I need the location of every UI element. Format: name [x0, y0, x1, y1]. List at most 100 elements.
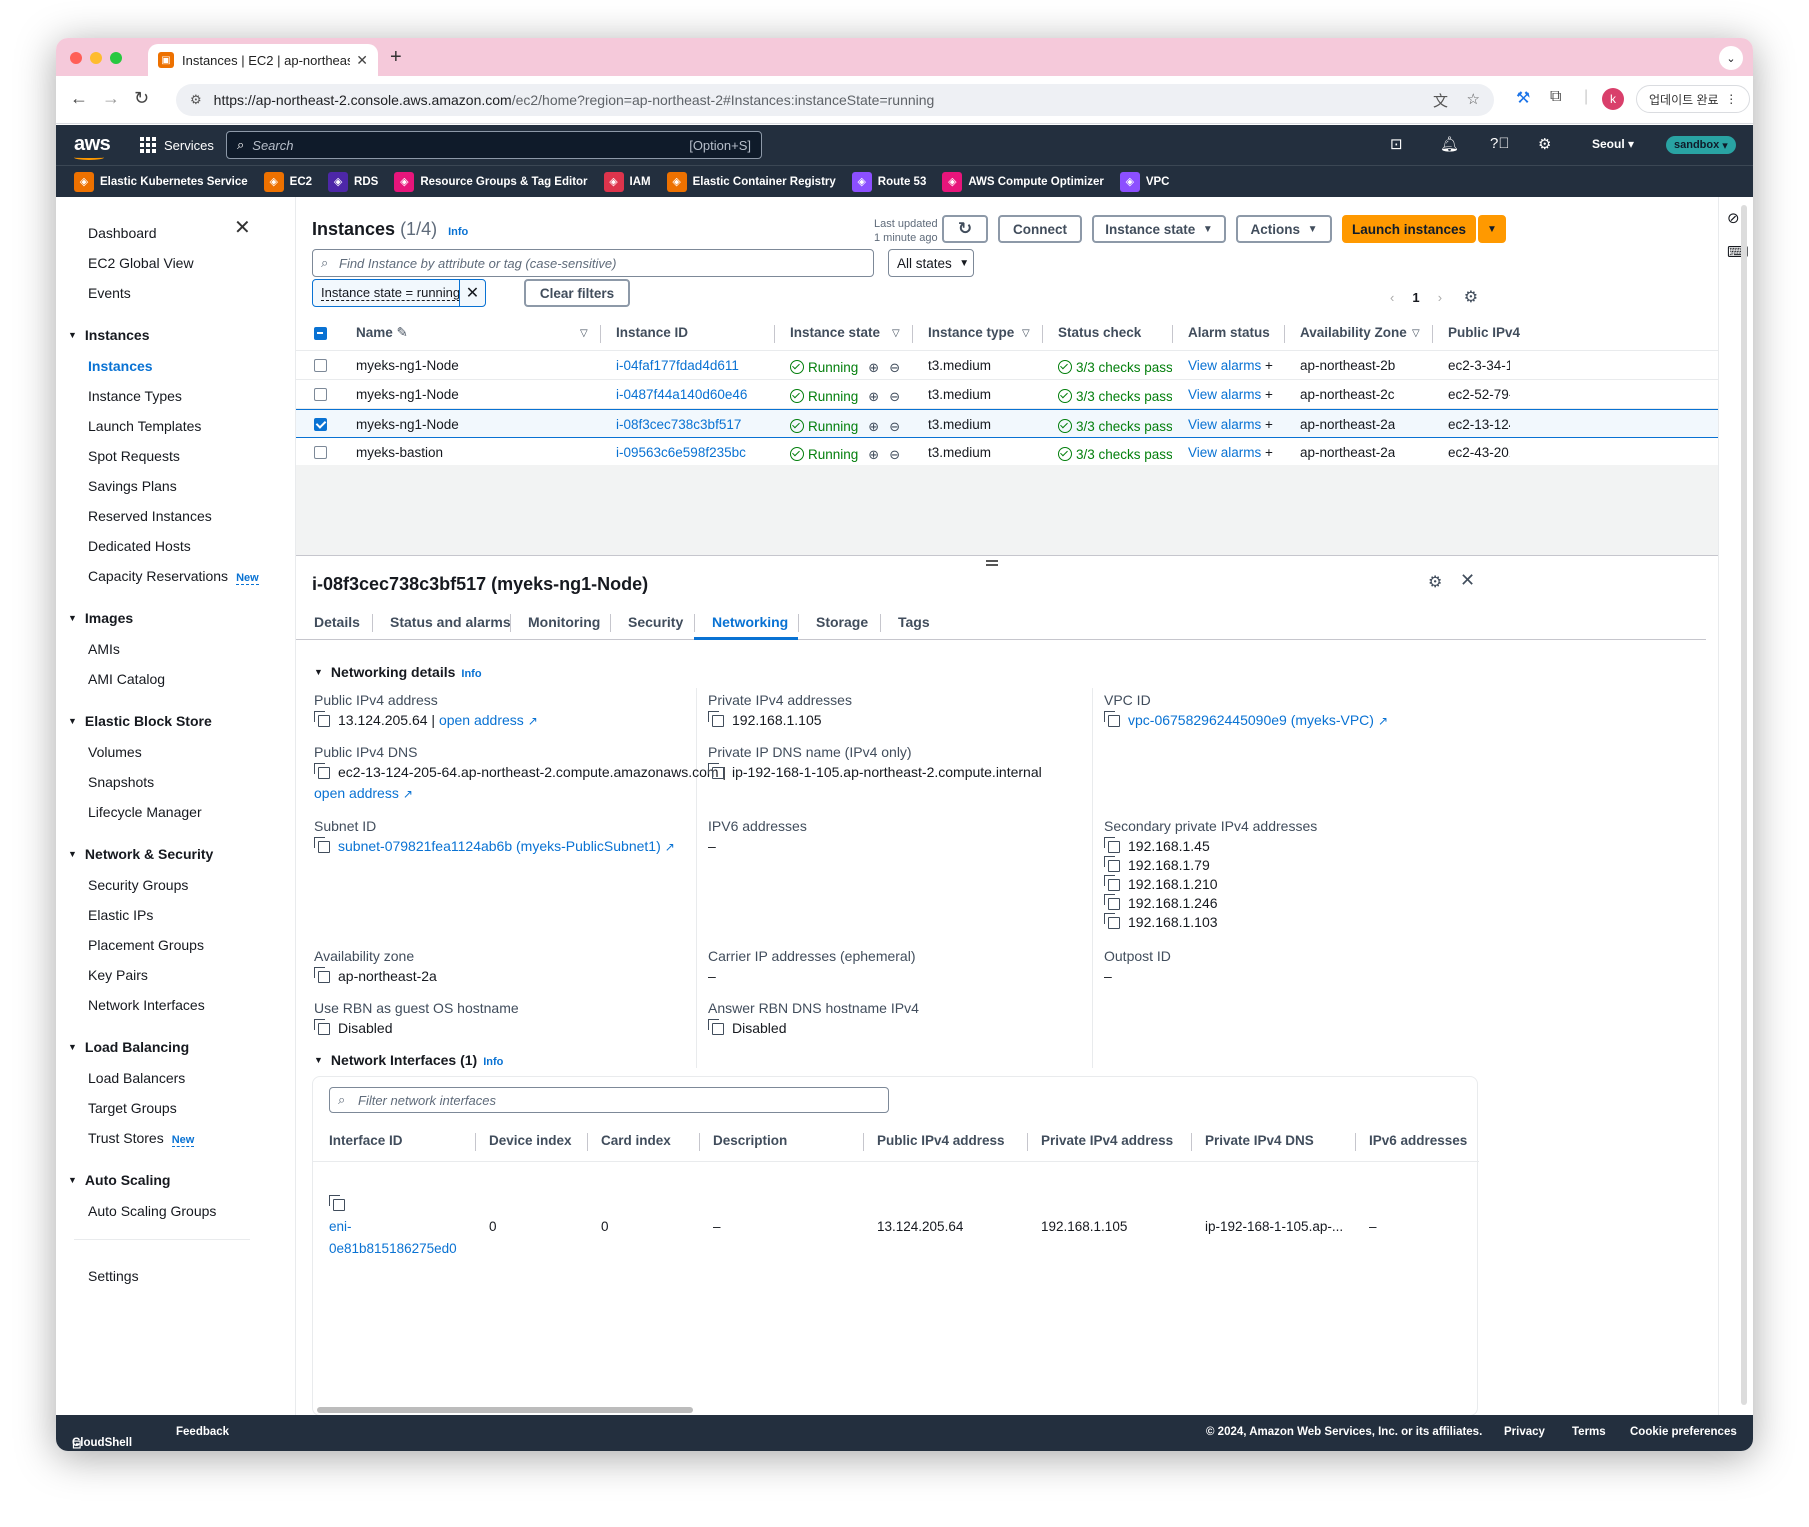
copy-icon[interactable] — [314, 837, 330, 853]
services-menu-button[interactable]: Services — [140, 137, 214, 153]
tab-storage[interactable]: Storage — [816, 614, 869, 630]
sidebar-item-dedicated-hosts[interactable]: Dedicated Hosts — [88, 538, 191, 554]
row-checkbox[interactable] — [314, 359, 327, 372]
copy-icon[interactable] — [314, 711, 330, 727]
sidebar-item-spot-requests[interactable]: Spot Requests — [88, 448, 180, 464]
row-checkbox[interactable] — [314, 388, 327, 401]
zoom-in-icon[interactable]: ⊕ — [868, 360, 880, 375]
sidebar-item-settings[interactable]: Settings — [88, 1268, 139, 1284]
sidebar-item-reserved-instances[interactable]: Reserved Instances — [88, 508, 212, 524]
copy-icon[interactable] — [708, 1019, 724, 1035]
remove-filter-icon[interactable]: ✕ — [459, 280, 485, 306]
tab-status-and-alarms[interactable]: Status and alarms — [390, 614, 511, 630]
copy-icon[interactable] — [314, 1019, 330, 1035]
row-instance-id-link[interactable]: i-08f3cec738c3bf517 — [616, 417, 742, 432]
sidebar-section-network-security[interactable]: Network & Security — [68, 846, 213, 862]
detail-preferences-gear-icon[interactable]: ⚙ — [1428, 574, 1443, 591]
copy-icon[interactable] — [708, 711, 724, 727]
sidebar-section-load-balancing[interactable]: Load Balancing — [68, 1039, 189, 1055]
ni-horizontal-scrollbar[interactable] — [317, 1407, 693, 1413]
ni-col-card-index[interactable]: Card index — [601, 1133, 671, 1148]
sidebar-item-launch-templates[interactable]: Launch Templates — [88, 418, 202, 434]
sidebar-item-target-groups[interactable]: Target Groups — [88, 1100, 177, 1116]
reload-icon[interactable]: ↻ — [134, 88, 150, 108]
favorite-item[interactable]: ◈ AWS Compute Optimizer — [942, 171, 1104, 192]
page-number[interactable]: 1 — [1412, 290, 1420, 305]
networking-details-header[interactable]: Networking details Info — [314, 664, 482, 680]
favorite-item[interactable]: ◈ IAM — [603, 171, 651, 192]
row-checkbox[interactable] — [314, 446, 327, 459]
sidebar-item-instance-types[interactable]: Instance Types — [88, 388, 182, 404]
terms-link[interactable]: Terms — [1572, 1426, 1606, 1438]
add-alarm-icon[interactable]: + — [1265, 358, 1273, 373]
sidebar-item-elastic-ips[interactable]: Elastic IPs — [88, 907, 154, 923]
close-tab-icon[interactable]: ✕ — [356, 51, 368, 68]
info-link[interactable]: Info — [483, 1056, 504, 1068]
cookie-preferences-link[interactable]: Cookie preferences — [1630, 1426, 1737, 1438]
favorite-item[interactable]: ◈ Elastic Kubernetes Service — [74, 171, 248, 192]
find-instance-input[interactable]: ⌕ Find Instance by attribute or tag (cas… — [312, 249, 874, 277]
sidebar-item-dashboard[interactable]: Dashboard — [88, 225, 157, 241]
ni-interface-id-part2[interactable]: 0e81b815186275ed0 — [329, 1241, 457, 1256]
actions-button[interactable]: Actions ▼ — [1236, 215, 1332, 243]
view-alarms-link[interactable]: View alarms — [1188, 417, 1262, 432]
col-availability-zone[interactable]: Availability Zone — [1300, 325, 1407, 340]
aws-logo[interactable]: aws — [74, 133, 111, 160]
favorite-item[interactable]: ◈ Elastic Container Registry — [666, 171, 836, 192]
aws-search-input[interactable]: ⌕ Search [Option+S] — [226, 131, 762, 159]
zoom-out-icon[interactable]: ⊖ — [889, 419, 901, 434]
help-icon[interactable]: ?⃝ — [1490, 135, 1510, 152]
prev-page-icon[interactable]: ‹ — [1390, 290, 1395, 305]
bookmark-star-icon[interactable]: ☆ — [1466, 91, 1480, 108]
favorite-item[interactable]: ◈ Route 53 — [851, 171, 926, 192]
sidebar-item-ami-catalog[interactable]: AMI Catalog — [88, 671, 166, 687]
notifications-bell-icon[interactable]: 🔔︎ — [1440, 136, 1460, 153]
tab-tags[interactable]: Tags — [898, 614, 930, 630]
info-link[interactable]: Info — [448, 226, 469, 238]
favorite-item[interactable]: ◈ VPC — [1119, 171, 1169, 192]
sidebar-section-instances[interactable]: Instances — [68, 327, 150, 343]
minimize-window-icon[interactable] — [90, 52, 102, 64]
sidebar-section-ebs[interactable]: Elastic Block Store — [68, 713, 212, 729]
launch-instances-button[interactable]: Launch instances — [1342, 215, 1476, 243]
sort-caret-icon[interactable]: ▽ — [1022, 328, 1030, 339]
copy-icon[interactable] — [1104, 875, 1120, 891]
info-link[interactable]: Info — [461, 668, 482, 680]
col-instance-type[interactable]: Instance type — [928, 325, 1015, 340]
sort-caret-icon[interactable]: ▽ — [1412, 328, 1420, 339]
tab-monitoring[interactable]: Monitoring — [528, 614, 601, 630]
copy-icon[interactable] — [1104, 837, 1120, 853]
cloudshell-icon[interactable]: ⊡ — [1390, 136, 1403, 153]
add-alarm-icon[interactable]: + — [1265, 387, 1273, 402]
ni-interface-id-part1[interactable]: eni- — [329, 1219, 352, 1234]
sidebar-section-auto-scaling[interactable]: Auto Scaling — [68, 1172, 171, 1188]
info-panel-icon[interactable]: ⊘ — [1727, 210, 1740, 227]
copy-icon[interactable] — [314, 967, 330, 983]
url-bar[interactable]: ⚙ https://ap-northeast-2.console.aws.ama… — [176, 84, 1494, 116]
ni-col-device-index[interactable]: Device index — [489, 1133, 572, 1148]
zoom-out-icon[interactable]: ⊖ — [889, 389, 901, 404]
close-panel-icon[interactable]: ✕ — [1460, 570, 1476, 590]
extension-pin-icon[interactable]: ⚒ — [1516, 90, 1531, 107]
close-nav-icon[interactable]: ✕ — [234, 217, 251, 239]
ni-col-ipv6[interactable]: IPv6 addresses — [1369, 1133, 1468, 1148]
sort-caret-icon[interactable]: ▽ — [892, 328, 900, 339]
vpc-link[interactable]: vpc-067582962445090e9 (myeks-VPC) — [1128, 712, 1374, 728]
tab-search-icon[interactable]: ⌄ — [1719, 46, 1743, 70]
open-address-link[interactable]: open address — [314, 785, 399, 801]
network-interfaces-header[interactable]: Network Interfaces (1) Info — [314, 1052, 503, 1068]
sidebar-item-network-interfaces[interactable]: Network Interfaces — [88, 997, 205, 1013]
ni-col-private-dns[interactable]: Private IPv4 DNS — [1205, 1133, 1314, 1148]
zoom-out-icon[interactable]: ⊖ — [889, 360, 901, 375]
tab-details[interactable]: Details — [314, 614, 360, 630]
profile-avatar[interactable]: k — [1602, 88, 1624, 110]
col-instance-id[interactable]: Instance ID — [616, 325, 689, 340]
translate-icon[interactable]: 文 — [1432, 93, 1448, 110]
tab-security[interactable]: Security — [628, 614, 684, 630]
preferences-gear-icon[interactable]: ⚙ — [1463, 289, 1479, 306]
update-complete-button[interactable]: 업데이트 완료 ⋮ — [1636, 85, 1751, 113]
sort-caret-icon[interactable]: ▽ — [580, 328, 588, 339]
forward-icon[interactable]: → — [102, 88, 120, 108]
site-settings-icon[interactable]: ⚙ — [190, 92, 202, 107]
connect-button[interactable]: Connect — [998, 215, 1082, 243]
